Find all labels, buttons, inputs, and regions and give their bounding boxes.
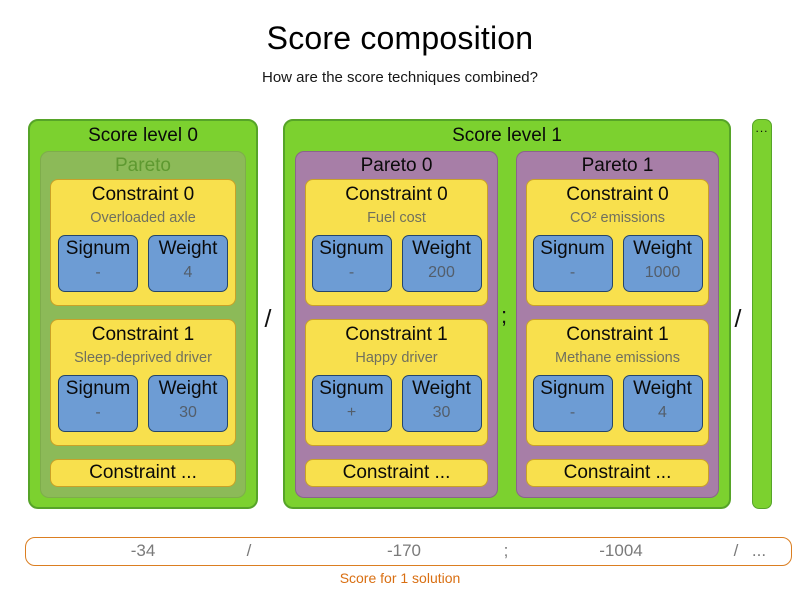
constraint-ellipsis-box: Constraint ... bbox=[50, 459, 236, 487]
score-value-pareto0: -170 bbox=[386, 541, 422, 560]
level-separator: / bbox=[264, 305, 272, 333]
score-level-0-panel: Score level 0 Pareto Constraint 0 Overlo… bbox=[28, 119, 258, 509]
signum-value: - bbox=[569, 404, 576, 421]
weight-box: Weight 4 bbox=[622, 375, 703, 432]
constraint-subtitle: Methane emissions bbox=[555, 350, 680, 366]
score-level-1-label: Score level 1 bbox=[452, 125, 562, 146]
constraint-title: Constraint 1 bbox=[345, 324, 448, 345]
signum-box: Signum + bbox=[311, 375, 392, 432]
signum-box: Signum - bbox=[311, 235, 392, 292]
weight-box: Weight 1000 bbox=[622, 235, 703, 292]
signum-weight-row: Signum + Weight 30 bbox=[306, 375, 487, 432]
constraint-title: Constraint 0 bbox=[91, 184, 195, 205]
more-levels-strip: ... bbox=[752, 119, 772, 509]
weight-value: 30 bbox=[179, 404, 197, 421]
weight-box: Weight 4 bbox=[148, 235, 228, 292]
constraint-subtitle: Overloaded axle bbox=[90, 210, 196, 226]
score-level-separator: / bbox=[246, 541, 252, 560]
weight-value: 4 bbox=[658, 404, 667, 421]
weight-label: Weight bbox=[412, 238, 471, 259]
signum-weight-row: Signum - Weight 4 bbox=[527, 375, 708, 432]
ellipsis-label: ... bbox=[755, 121, 769, 135]
page-subtitle: How are the score techniques combined? bbox=[262, 69, 538, 86]
score-bar: -34 / -170 ; -1004 / ... bbox=[25, 537, 792, 566]
weight-label: Weight bbox=[633, 238, 692, 259]
constraint-box: Constraint 1 Methane emissions Signum - … bbox=[526, 319, 709, 446]
signum-label: Signum bbox=[540, 238, 605, 259]
constraint-title: Constraint 0 bbox=[566, 184, 669, 205]
pareto-box: Pareto Constraint 0 Overloaded axle Sign… bbox=[40, 151, 246, 498]
score-level-0-label: Score level 0 bbox=[88, 125, 198, 146]
pareto-1-box: Pareto 1 Constraint 0 CO² emissions Sign… bbox=[516, 151, 719, 498]
weight-label: Weight bbox=[412, 378, 471, 399]
score-bar-caption: Score for 1 solution bbox=[339, 570, 461, 586]
constraint-box: Constraint 1 Sleep-deprived driver Signu… bbox=[50, 319, 236, 446]
constraint-subtitle: Fuel cost bbox=[367, 210, 426, 226]
constraint-subtitle: Sleep-deprived driver bbox=[74, 350, 212, 366]
signum-weight-row: Signum - Weight 1000 bbox=[527, 235, 708, 292]
score-level-1-panel: Score level 1 Pareto 0 Constraint 0 Fuel… bbox=[283, 119, 731, 509]
score-ellipsis: ... bbox=[751, 541, 767, 560]
weight-value: 4 bbox=[183, 264, 193, 281]
weight-value: 1000 bbox=[644, 264, 681, 281]
pareto-0-label: Pareto 0 bbox=[360, 155, 433, 176]
signum-box: Signum - bbox=[532, 375, 613, 432]
weight-box: Weight 30 bbox=[148, 375, 228, 432]
signum-label: Signum bbox=[319, 378, 384, 399]
weight-box: Weight 200 bbox=[401, 235, 482, 292]
page-title: Score composition bbox=[266, 20, 534, 56]
constraint-subtitle: Happy driver bbox=[355, 350, 438, 366]
pareto-row: Pareto 0 Constraint 0 Fuel cost Signum -… bbox=[295, 151, 719, 498]
weight-label: Weight bbox=[158, 378, 218, 399]
signum-weight-row: Signum - Weight 4 bbox=[51, 235, 235, 292]
signum-value: - bbox=[348, 264, 355, 281]
constraint-title: Constraint 0 bbox=[345, 184, 448, 205]
constraint-box: Constraint 0 Overloaded axle Signum - We… bbox=[50, 179, 236, 306]
constraint-ellipsis-box: Constraint ... bbox=[305, 459, 488, 487]
signum-value: - bbox=[95, 404, 101, 421]
constraint-title: Constraint 1 bbox=[566, 324, 669, 345]
signum-label: Signum bbox=[65, 378, 131, 399]
score-trailing-separator: / bbox=[733, 541, 739, 560]
constraint-ellipsis-box: Constraint ... bbox=[526, 459, 709, 487]
pareto-0-box: Pareto 0 Constraint 0 Fuel cost Signum -… bbox=[295, 151, 498, 498]
signum-label: Signum bbox=[319, 238, 384, 259]
signum-label: Signum bbox=[540, 378, 605, 399]
signum-box: Signum - bbox=[532, 235, 613, 292]
constraint-box: Constraint 0 Fuel cost Signum - Weight 2… bbox=[305, 179, 488, 306]
signum-box: Signum - bbox=[58, 235, 138, 292]
signum-weight-row: Signum - Weight 200 bbox=[306, 235, 487, 292]
weight-value: 200 bbox=[428, 264, 455, 281]
score-pareto-separator: ; bbox=[503, 541, 509, 560]
trailing-level-separator: / bbox=[734, 305, 742, 333]
signum-box: Signum - bbox=[58, 375, 138, 432]
signum-label: Signum bbox=[65, 238, 131, 259]
signum-value: + bbox=[346, 404, 357, 421]
weight-label: Weight bbox=[158, 238, 218, 259]
constraint-box: Constraint 0 CO² emissions Signum - Weig… bbox=[526, 179, 709, 306]
weight-box: Weight 30 bbox=[401, 375, 482, 432]
signum-value: - bbox=[95, 264, 101, 281]
score-value-level0: -34 bbox=[130, 541, 156, 560]
pareto-1-label: Pareto 1 bbox=[581, 155, 654, 176]
weight-label: Weight bbox=[633, 378, 692, 399]
weight-value: 30 bbox=[432, 404, 451, 421]
pareto-separator: ; bbox=[500, 303, 508, 328]
signum-weight-row: Signum - Weight 30 bbox=[51, 375, 235, 432]
constraint-title: Constraint 1 bbox=[91, 324, 195, 345]
score-value-pareto1: -1004 bbox=[599, 541, 643, 560]
signum-value: - bbox=[569, 264, 576, 281]
constraint-subtitle: CO² emissions bbox=[569, 210, 666, 226]
pareto-label: Pareto bbox=[115, 155, 171, 176]
constraint-box: Constraint 1 Happy driver Signum + Weigh… bbox=[305, 319, 488, 446]
